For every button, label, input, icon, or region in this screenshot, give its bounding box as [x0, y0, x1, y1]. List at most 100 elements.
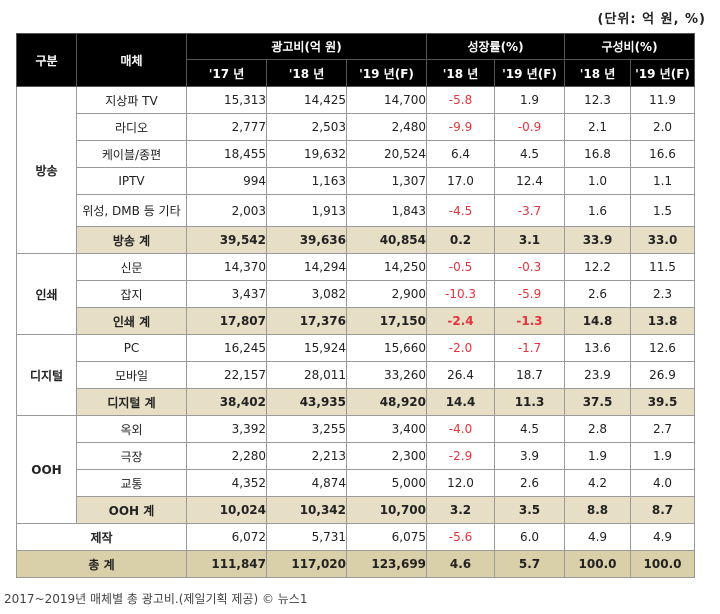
header-growth: 성장률(%) [426, 33, 566, 60]
header-category: 구분 [16, 33, 77, 87]
spend-17-cell: 16,245 [186, 334, 267, 362]
media-cell: 잡지 [76, 280, 187, 308]
growth-19-cell: -5.9 [494, 280, 566, 308]
spend-18-cell: 2,503 [266, 113, 347, 141]
growth-19-cell: 18.7 [494, 361, 566, 389]
spend-19-cell: 40,854 [345, 226, 428, 254]
spend-18-cell: 2,213 [266, 442, 347, 470]
share-18-cell: 37.5 [564, 388, 632, 416]
growth-19-cell: -0.3 [494, 253, 566, 281]
growth-18-cell: 6.4 [426, 140, 496, 168]
share-18-cell: 2.6 [564, 280, 632, 308]
growth-19-cell: 3.1 [494, 226, 566, 254]
growth-19-cell: 3.5 [494, 496, 566, 524]
share-19-cell: 1.5 [630, 194, 696, 227]
spend-19-cell: 123,699 [345, 550, 428, 578]
table-row: 모바일 22,157 28,011 33,260 26.4 18.7 23.9 … [17, 361, 696, 389]
growth-19-cell: -3.7 [494, 194, 566, 227]
share-18-cell: 2.8 [564, 415, 632, 443]
share-18-cell: 12.3 [564, 86, 632, 114]
spend-17-cell: 15,313 [186, 86, 267, 114]
media-cell: 신문 [76, 253, 187, 281]
spend-19-cell: 14,700 [345, 86, 428, 114]
spend-18-cell: 117,020 [266, 550, 347, 578]
growth-18-cell: -5.8 [426, 86, 496, 114]
subtotal-label: 방송 계 [76, 226, 187, 254]
growth-18-cell: -2.9 [426, 442, 496, 470]
table-row: IPTV 994 1,163 1,307 17.0 12.4 1.0 1.1 [17, 167, 696, 195]
share-19-cell: 12.6 [630, 334, 696, 362]
spend-17-cell: 2,777 [186, 113, 267, 141]
subtotal-row: OOH 계 10,024 10,342 10,700 3.2 3.5 8.8 8… [17, 496, 696, 524]
share-19-cell: 100.0 [630, 550, 696, 578]
spend-18-cell: 1,913 [266, 194, 347, 227]
category-ooh: OOH [16, 415, 77, 524]
spend-19-cell: 2,300 [345, 442, 428, 470]
share-19-cell: 13.8 [630, 307, 696, 335]
share-19-cell: 16.6 [630, 140, 696, 168]
spend-18-cell: 3,082 [266, 280, 347, 308]
spend-17-cell: 994 [186, 167, 267, 195]
spend-19-cell: 1,307 [345, 167, 428, 195]
total-label: 총 계 [16, 550, 187, 578]
category-digital: 디지털 [16, 334, 77, 416]
spend-19-cell: 2,900 [345, 280, 428, 308]
share-18-cell: 13.6 [564, 334, 632, 362]
spend-17-cell: 14,370 [186, 253, 267, 281]
growth-18-cell: 12.0 [426, 469, 496, 497]
media-cell: 옥외 [76, 415, 187, 443]
growth-19-cell: 4.5 [494, 140, 566, 168]
growth-19-cell: -1.3 [494, 307, 566, 335]
growth-18-cell: -0.5 [426, 253, 496, 281]
spend-17-cell: 17,807 [186, 307, 267, 335]
growth-18-cell: 17.0 [426, 167, 496, 195]
share-19-cell: 4.0 [630, 469, 696, 497]
media-cell: IPTV [76, 167, 187, 195]
growth-19-cell: 11.3 [494, 388, 566, 416]
header-media: 매체 [76, 33, 187, 87]
spend-19-cell: 1,843 [345, 194, 428, 227]
growth-19-cell: 3.9 [494, 442, 566, 470]
growth-18-cell: 4.6 [426, 550, 496, 578]
share-18-cell: 100.0 [564, 550, 632, 578]
growth-19-cell: 6.0 [494, 523, 566, 551]
header-growth-19: '19 년(F) [494, 59, 566, 87]
subtotal-row: 인쇄 계 17,807 17,376 17,150 -2.4 -1.3 14.8… [17, 307, 696, 335]
share-18-cell: 33.9 [564, 226, 632, 254]
spend-18-cell: 10,342 [266, 496, 347, 524]
spend-17-cell: 38,402 [186, 388, 267, 416]
media-cell: 극장 [76, 442, 187, 470]
spend-19-cell: 2,480 [345, 113, 428, 141]
share-19-cell: 26.9 [630, 361, 696, 389]
spend-18-cell: 19,632 [266, 140, 347, 168]
growth-19-cell: 1.9 [494, 86, 566, 114]
growth-18-cell: 14.4 [426, 388, 496, 416]
growth-18-cell: -10.3 [426, 280, 496, 308]
spend-18-cell: 17,376 [266, 307, 347, 335]
share-18-cell: 12.2 [564, 253, 632, 281]
growth-18-cell: -2.0 [426, 334, 496, 362]
media-cell: 위성, DMB 등 기타 [76, 194, 187, 227]
spend-18-cell: 43,935 [266, 388, 347, 416]
spend-17-cell: 3,437 [186, 280, 267, 308]
share-19-cell: 4.9 [630, 523, 696, 551]
share-18-cell: 16.8 [564, 140, 632, 168]
table-row: 인쇄 신문 14,370 14,294 14,250 -0.5 -0.3 12.… [16, 253, 696, 335]
header-spend-17: '17 년 [186, 59, 267, 87]
unit-note: (단위: 억 원, %) [597, 12, 706, 27]
share-19-cell: 39.5 [630, 388, 696, 416]
spend-19-cell: 20,524 [345, 140, 428, 168]
ad-spend-table: 구분 매체 광고비(억 원) 성장률(%) 구성비(%) '17 년 '18 년… [16, 33, 696, 578]
media-cell: 모바일 [76, 361, 187, 389]
table-row: OOH 옥외 3,392 3,255 3,400 -4.0 4.5 2.8 2.… [16, 415, 696, 524]
header-spend-18: '18 년 [266, 59, 347, 87]
spend-17-cell: 39,542 [186, 226, 267, 254]
category-broadcast: 방송 [16, 86, 77, 254]
spend-19-cell: 3,400 [345, 415, 428, 443]
growth-18-cell: -2.4 [426, 307, 496, 335]
spend-18-cell: 39,636 [266, 226, 347, 254]
spend-19-cell: 33,260 [345, 361, 428, 389]
production-row: 제작 6,072 5,731 6,075 -5.6 6.0 4.9 4.9 [16, 523, 696, 551]
spend-18-cell: 3,255 [266, 415, 347, 443]
growth-19-cell: 4.5 [494, 415, 566, 443]
